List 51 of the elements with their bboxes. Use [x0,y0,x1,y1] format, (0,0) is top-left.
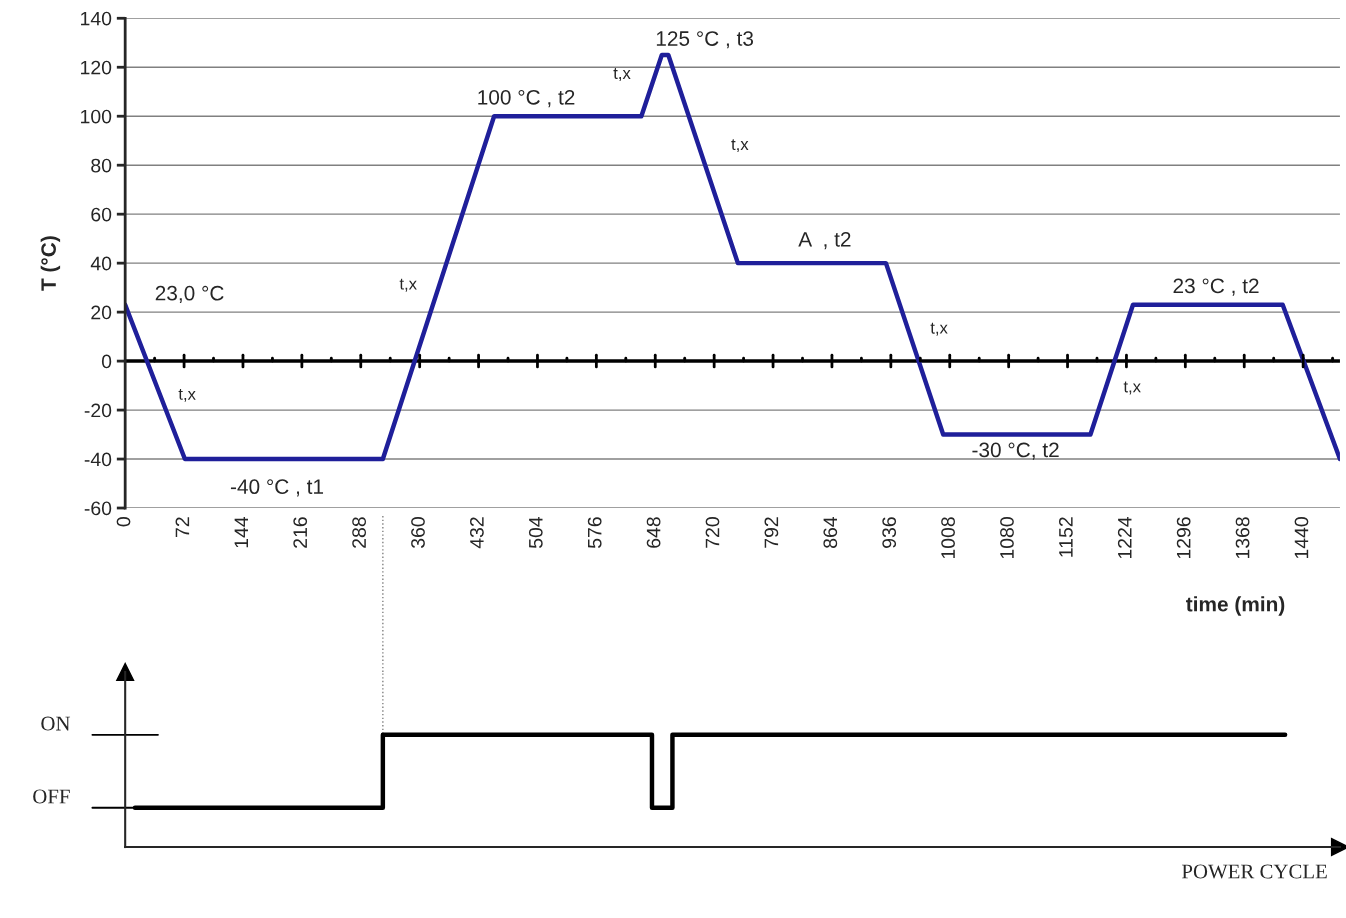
x-tick-label: 720 [705,517,720,548]
y-tick-label: 120 [81,60,112,75]
y-tick-label: 140 [81,11,112,26]
x-axis-title: POWER CYCLE [1181,864,1327,879]
annotation: t,x [930,322,948,336]
y-tick-label: 100 [81,109,112,124]
y-tick-label: -40 [84,452,112,467]
x-axis-title: time (min) [1186,596,1285,616]
x-tick-label: 648 [646,517,661,548]
x-tick-label: 216 [293,517,308,548]
x-tick-label: 504 [528,516,543,549]
y-tick-label: 80 [91,158,112,173]
x-tick-label: 1296 [1176,517,1191,559]
annotation: -40 °C , t1 [230,479,324,497]
annotation: t,x [731,139,749,153]
x-tick-label: 1152 [1058,517,1073,557]
text: OFF [33,789,70,804]
annotation: 100 °C , t2 [478,89,575,108]
x-tick-label: 72 [175,517,190,537]
annotation: 125 °C , t3 [656,31,754,49]
annotation: A , t2 [798,231,851,250]
x-tick-label: 792 [764,517,779,548]
x-tick-label: 936 [882,517,897,548]
y-tick-label: 0 [101,354,112,369]
y-tick-label: 60 [91,207,112,222]
x-tick-label: 360 [411,517,425,549]
y-axis-title: T (°C) [40,236,61,291]
y-tick-label: -20 [84,403,112,418]
x-tick-label: 1080 [1000,517,1014,559]
annotation: -30 °C, t2 [972,442,1059,460]
x-tick-label: 144 [234,516,248,548]
x-tick-label: 1224 [1117,516,1132,559]
x-tick-label: 288 [352,517,366,548]
annotation: 23 °C , t2 [1173,278,1259,296]
annotation: t,x [613,68,631,82]
x-tick-label: 1008 [941,517,955,559]
y-tick-label: 20 [91,305,112,320]
line-series [125,52,1340,462]
x-tick-label: 864 [823,516,838,548]
annotation: t,x [178,388,196,402]
text: ON [41,716,71,731]
x-tick-label: 1440 [1294,517,1309,559]
y-tick-label: -60 [84,501,112,516]
x-tick-label: 1368 [1235,517,1250,559]
x-tick-label: 0 [116,517,131,527]
annotation: t,x [399,278,417,292]
y-tick-label: 40 [90,256,112,271]
x-tick-label: 432 [470,517,484,549]
annotation: 23,0 °C [155,285,224,304]
x-tick-label: 576 [587,517,602,549]
annotation: t,x [1123,381,1141,395]
